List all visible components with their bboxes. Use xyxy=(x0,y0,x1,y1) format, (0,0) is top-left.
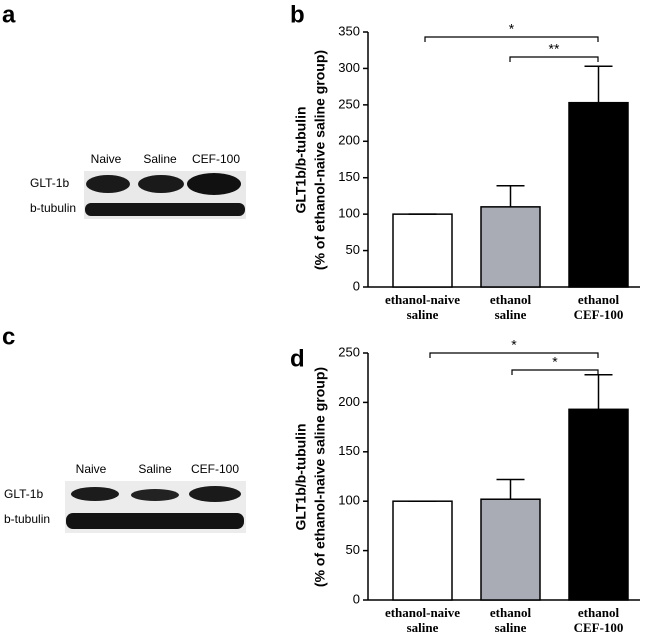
y-tick-label: 100 xyxy=(338,206,360,221)
y-tick-label: 250 xyxy=(338,96,360,111)
y-tick-label: 0 xyxy=(353,591,360,606)
panel-label: d xyxy=(290,345,305,372)
band xyxy=(85,203,245,216)
significance-label: ** xyxy=(549,41,560,57)
band xyxy=(71,487,119,501)
category-label: saline xyxy=(407,307,439,322)
band xyxy=(138,175,184,193)
lane-label: Saline xyxy=(143,152,177,166)
band xyxy=(189,486,241,502)
y-tick-label: 100 xyxy=(338,493,360,508)
y-tick-label: 50 xyxy=(346,242,360,257)
band xyxy=(66,513,244,529)
lane-label: Saline xyxy=(138,462,172,476)
y-tick-label: 300 xyxy=(338,60,360,75)
significance-label: * xyxy=(511,337,517,353)
bar xyxy=(568,101,629,288)
panel-label: c xyxy=(2,323,15,350)
category-label: CEF-100 xyxy=(574,307,624,322)
y-axis-label: (% of ethanol-naive saline group) xyxy=(312,367,328,587)
category-label: CEF-100 xyxy=(574,620,624,634)
y-tick-label: 0 xyxy=(353,278,360,293)
category-label: ethanol-naive xyxy=(385,605,460,620)
category-label: ethanol xyxy=(490,292,532,307)
y-tick-label: 250 xyxy=(338,344,360,359)
panel-label: b xyxy=(290,1,305,28)
y-axis-label: GLT1b/b-tubulin xyxy=(293,423,309,530)
y-tick-label: 200 xyxy=(338,394,360,409)
y-axis-label: (% of ethanol-naive saline group) xyxy=(312,50,328,270)
category-label: ethanol-naive xyxy=(385,292,460,307)
category-label: ethanol xyxy=(490,605,532,620)
bar xyxy=(392,500,453,601)
y-tick-label: 150 xyxy=(338,169,360,184)
lane-label: Naive xyxy=(91,152,122,166)
lane-label: CEF-100 xyxy=(191,462,239,476)
band xyxy=(86,175,130,193)
row-label: GLT-1b xyxy=(30,176,69,190)
significance-bracket xyxy=(509,56,599,62)
significance-bracket xyxy=(429,352,599,358)
bar xyxy=(568,408,629,601)
y-tick-label: 350 xyxy=(338,23,360,38)
blot-a: Naive Saline CEF-100 GLT-1b b-tubulin xyxy=(30,152,246,219)
significance-bracket xyxy=(511,369,599,375)
category-label: saline xyxy=(495,620,527,634)
bar xyxy=(392,213,453,288)
significance-bracket xyxy=(424,36,599,42)
y-tick-label: 200 xyxy=(338,133,360,148)
significance-label: * xyxy=(552,354,558,370)
band xyxy=(131,489,179,501)
lane-label: CEF-100 xyxy=(192,152,240,166)
blot-c: Naive Saline CEF-100 GLT-1b b-tubulin xyxy=(4,462,246,533)
lane-label: Naive xyxy=(76,462,107,476)
row-label: b-tubulin xyxy=(4,512,50,526)
y-axis-label: GLT1b/b-tubulin xyxy=(293,106,309,213)
y-tick-label: 150 xyxy=(338,443,360,458)
category-label: ethanol xyxy=(578,605,620,620)
row-label: GLT-1b xyxy=(4,487,43,501)
category-label: saline xyxy=(495,307,527,322)
category-label: saline xyxy=(407,620,439,634)
bar xyxy=(480,498,541,601)
row-label: b-tubulin xyxy=(30,201,76,215)
band xyxy=(187,173,241,195)
panel-label: a xyxy=(2,1,16,28)
y-tick-label: 50 xyxy=(346,542,360,557)
category-label: ethanol xyxy=(578,292,620,307)
bar xyxy=(480,206,541,288)
significance-label: * xyxy=(509,21,515,37)
